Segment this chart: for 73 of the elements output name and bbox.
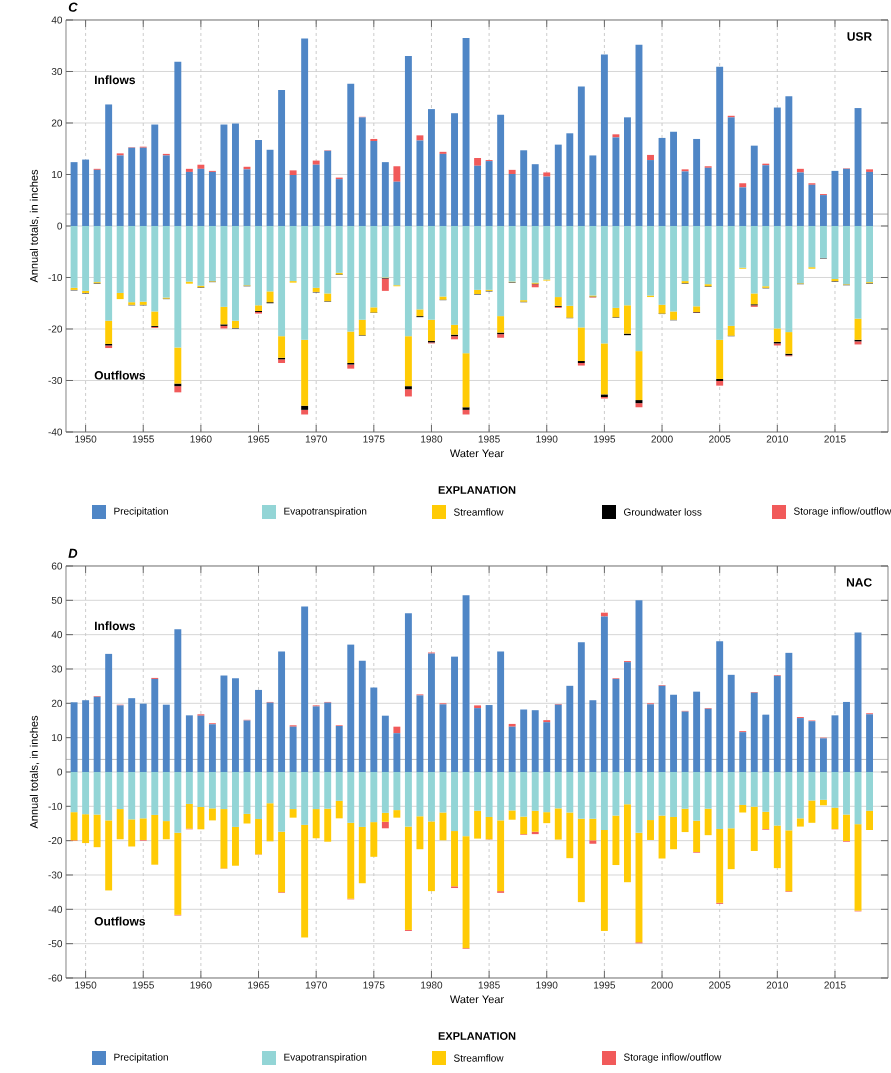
x-tick-label: 1975 bbox=[363, 981, 385, 989]
legend-title: EXPLANATION bbox=[438, 486, 516, 494]
x-tick-label: 2000 bbox=[651, 435, 673, 443]
legend-label: Evapotranspiration bbox=[284, 1053, 367, 1063]
y-tick-label: -20 bbox=[48, 325, 63, 333]
y-tick-label: 60 bbox=[51, 562, 63, 570]
annotation: Inflows bbox=[94, 75, 136, 85]
legend-label: Streamflow bbox=[453, 1054, 504, 1062]
annotation: Outflows bbox=[94, 916, 146, 926]
x-tick-label: 2005 bbox=[709, 435, 731, 443]
y-tick-label: 30 bbox=[51, 67, 63, 76]
x-tick-label: 1990 bbox=[536, 435, 558, 443]
x-tick-label: 1955 bbox=[132, 435, 154, 443]
x-tick-label: 1960 bbox=[190, 435, 212, 443]
x-tick-label: 2010 bbox=[766, 981, 789, 989]
y-tick-label: 20 bbox=[51, 119, 63, 127]
y-tick-label: 20 bbox=[51, 699, 63, 707]
annotation: Outflows bbox=[94, 370, 146, 380]
chart-title: D bbox=[68, 548, 78, 558]
annotation: Inflows bbox=[94, 621, 136, 631]
y-tick-label: 40 bbox=[51, 631, 63, 639]
y-tick-label: 10 bbox=[52, 170, 63, 179]
x-tick-label: 1995 bbox=[594, 981, 616, 989]
x-tick-label: 2015 bbox=[824, 435, 846, 443]
legend-label: Streamflow bbox=[453, 508, 504, 516]
x-tick-label: 1980 bbox=[421, 435, 443, 443]
x-tick-label: 1955 bbox=[132, 981, 154, 989]
y-tick-label: 50 bbox=[51, 596, 63, 604]
y-tick-label: 40 bbox=[51, 16, 63, 24]
x-tick-label: 2005 bbox=[709, 981, 731, 989]
y-tick-label: -40 bbox=[48, 905, 63, 913]
x-tick-label: 1975 bbox=[363, 435, 385, 443]
x-tick-label: 1995 bbox=[594, 435, 616, 443]
y-tick-label: 0 bbox=[57, 222, 63, 230]
x-tick-label: 1965 bbox=[248, 981, 270, 989]
x-tick-label: 1965 bbox=[248, 435, 270, 443]
y-tick-label: -50 bbox=[48, 940, 63, 948]
x-axis-title: Water Year bbox=[449, 449, 504, 458]
y-tick-label: -10 bbox=[48, 802, 63, 810]
y-axis-title: Annual totals, in inches bbox=[29, 169, 40, 283]
y-tick-label: -30 bbox=[48, 871, 63, 879]
x-tick-label: 1960 bbox=[190, 981, 212, 989]
x-tick-label: 1980 bbox=[421, 981, 443, 989]
y-tick-label: -30 bbox=[48, 376, 63, 385]
y-tick-label: -40 bbox=[48, 428, 63, 436]
y-axis-title: Annual totals, in inches bbox=[29, 715, 40, 829]
annotation: USR bbox=[847, 32, 872, 41]
y-tick-label: -60 bbox=[48, 974, 63, 982]
x-tick-label: 1985 bbox=[478, 435, 500, 443]
y-tick-label: 0 bbox=[57, 768, 63, 776]
x-axis-title: Water Year bbox=[449, 995, 504, 1004]
legend-label: Storage inflow/outflow bbox=[793, 507, 891, 517]
annotation: NAC bbox=[846, 578, 872, 587]
x-tick-label: 2015 bbox=[824, 981, 846, 989]
legend-label: Precipitation bbox=[114, 1053, 168, 1063]
x-tick-label: 2000 bbox=[651, 981, 673, 989]
x-tick-label: 1990 bbox=[536, 981, 558, 989]
y-tick-label: 30 bbox=[51, 665, 63, 673]
x-tick-label: 1985 bbox=[478, 981, 500, 989]
legend-label: Storage inflow/outflow bbox=[623, 1053, 722, 1063]
x-tick-label: 2010 bbox=[766, 435, 789, 443]
chart-title: C bbox=[68, 2, 78, 12]
legend-label: Evapotranspiration bbox=[284, 507, 367, 517]
legend-title: EXPLANATION bbox=[438, 1032, 516, 1040]
y-tick-label: -20 bbox=[48, 837, 63, 845]
y-tick-label: -10 bbox=[48, 273, 63, 282]
y-tick-label: 10 bbox=[52, 734, 63, 742]
x-tick-label: 1950 bbox=[75, 435, 97, 443]
legend-label: Precipitation bbox=[114, 507, 168, 517]
x-tick-label: 1970 bbox=[305, 981, 327, 989]
x-tick-label: 1950 bbox=[75, 981, 97, 989]
legend-label: Groundwater loss bbox=[624, 508, 702, 516]
x-tick-label: 1970 bbox=[305, 435, 327, 443]
